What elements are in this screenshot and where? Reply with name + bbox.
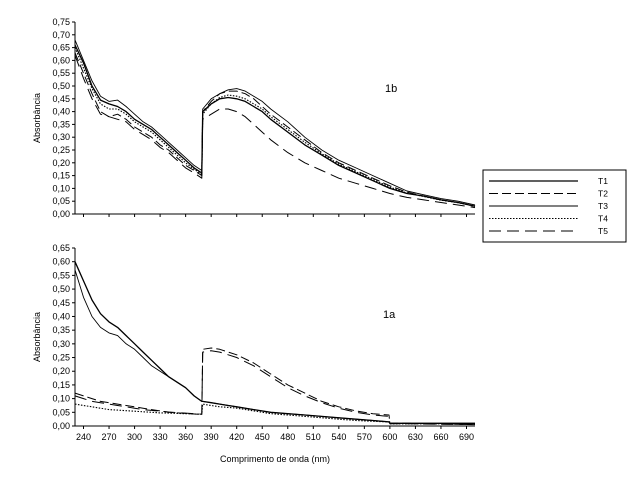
y-tick-label: 0,10 [52, 183, 70, 193]
y-tick-label: 0,25 [52, 145, 70, 155]
series-line-t2 [74, 52, 476, 207]
series-line-t3 [74, 269, 475, 424]
y-tick-label: 0,60 [52, 257, 70, 267]
x-tick-label: 600 [382, 432, 397, 442]
y-tick-label: 0,40 [52, 311, 70, 321]
y-tick-label: 0,40 [52, 107, 70, 117]
x-tick-label: 420 [229, 432, 244, 442]
y-tick-label: 0,70 [52, 30, 70, 40]
series-line-t4 [74, 403, 475, 425]
y-tick-label: 0,50 [52, 81, 70, 91]
y-tick-label: 0,15 [52, 380, 70, 390]
y-tick-label: 0,65 [52, 43, 70, 53]
x-tick-label: 690 [459, 432, 474, 442]
series-line-t5 [74, 350, 476, 426]
y-tick-label: 0,35 [52, 325, 70, 335]
series-line-t3 [74, 39, 476, 206]
y-tick-label: 0,20 [52, 158, 70, 168]
x-tick-label: 540 [331, 432, 346, 442]
y-tick-label: 0,30 [52, 339, 70, 349]
x-tick-label: 330 [153, 432, 168, 442]
y-tick-label: 0,45 [52, 298, 70, 308]
legend-label-t3: T3 [598, 201, 608, 211]
y-tick-label: 0,55 [52, 270, 70, 280]
legend: T1 T2 T3 T4 T5 [482, 169, 627, 243]
y-tick-label: 0,65 [52, 243, 70, 253]
legend-label-t1: T1 [598, 176, 608, 186]
y-tick-label: 0,10 [52, 394, 70, 404]
x-tick-label: 630 [408, 432, 423, 442]
series-line-t1 [74, 44, 476, 207]
y-tick-label: 0,00 [52, 209, 70, 219]
series-line-t4 [74, 47, 476, 207]
panel-label: 1a [383, 309, 396, 321]
legend-label-t5: T5 [598, 226, 608, 236]
x-tick-label: 390 [204, 432, 219, 442]
x-axis-title: Comprimento de onda (nm) [220, 454, 330, 464]
y-tick-label: 0,25 [52, 353, 70, 363]
y-axis-title: Absorbância [32, 312, 42, 362]
x-tick-label: 300 [127, 432, 142, 442]
legend-label-t4: T4 [598, 214, 608, 224]
series-line-t5 [74, 55, 476, 209]
y-tick-label: 0,60 [52, 55, 70, 65]
y-axis-title: Absorbância [32, 93, 42, 143]
panel-1a: 0,00 0,05 0,10 0,15 0,20 0,25 0,30 0,35 0,40 0,45… [32, 243, 476, 464]
y-tick-label: 0,45 [52, 94, 70, 104]
y-tick-label: 0,05 [52, 407, 70, 417]
x-tick-label: 480 [280, 432, 295, 442]
panel-label: 1b [385, 83, 397, 95]
x-tick-label: 660 [433, 432, 448, 442]
x-tick-label: 450 [255, 432, 270, 442]
y-tick-label: 0,30 [52, 132, 70, 142]
panel-1b: 0,00 0,05 0,10 0,15 0,20 0,25 0,30 0,35 0,40 0,45… [32, 17, 476, 219]
y-tick-label: 0,05 [52, 196, 70, 206]
x-tick-label: 360 [178, 432, 193, 442]
y-tick-label: 0,20 [52, 366, 70, 376]
y-tick-label: 0,35 [52, 119, 70, 129]
x-tick-label: 270 [102, 432, 117, 442]
series-line-t1 [74, 261, 475, 424]
y-tick-label: 0,75 [52, 17, 70, 27]
y-tick-label: 0,50 [52, 284, 70, 294]
x-tick-label: 510 [306, 432, 321, 442]
y-tick-label: 0,15 [52, 171, 70, 181]
series-line-t2 [74, 347, 476, 426]
y-tick-label: 0,00 [52, 421, 70, 431]
x-tick-label: 240 [76, 432, 91, 442]
legend-label-t2: T2 [598, 189, 608, 199]
y-tick-label: 0,55 [52, 68, 70, 78]
x-tick-label: 570 [357, 432, 372, 442]
